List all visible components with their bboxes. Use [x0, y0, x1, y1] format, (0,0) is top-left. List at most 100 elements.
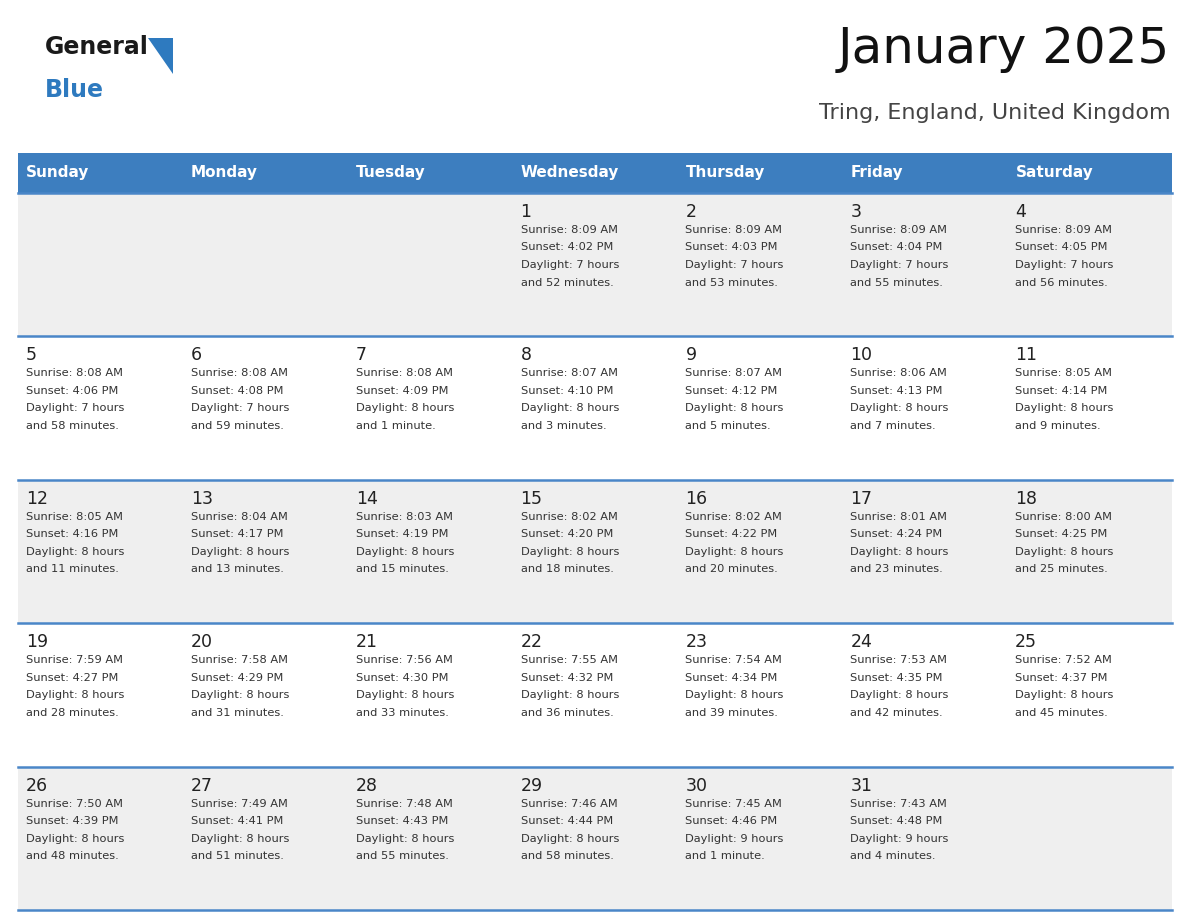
Text: and 20 minutes.: and 20 minutes. — [685, 565, 778, 575]
Text: Sunset: 4:30 PM: Sunset: 4:30 PM — [355, 673, 448, 683]
Text: Sunset: 4:46 PM: Sunset: 4:46 PM — [685, 816, 778, 826]
Text: and 18 minutes.: and 18 minutes. — [520, 565, 613, 575]
Text: 20: 20 — [191, 633, 213, 651]
Text: 18: 18 — [1015, 490, 1037, 508]
Text: Daylight: 8 hours: Daylight: 8 hours — [520, 690, 619, 700]
Text: and 15 minutes.: and 15 minutes. — [355, 565, 449, 575]
Text: and 58 minutes.: and 58 minutes. — [520, 851, 613, 861]
Text: Sunrise: 8:09 AM: Sunrise: 8:09 AM — [520, 225, 618, 235]
Text: Daylight: 7 hours: Daylight: 7 hours — [685, 260, 784, 270]
Text: 12: 12 — [26, 490, 48, 508]
Text: Sunset: 4:13 PM: Sunset: 4:13 PM — [851, 386, 943, 396]
Text: and 59 minutes.: and 59 minutes. — [191, 420, 284, 431]
Text: Daylight: 8 hours: Daylight: 8 hours — [851, 690, 949, 700]
Text: and 52 minutes.: and 52 minutes. — [520, 277, 613, 287]
Text: and 31 minutes.: and 31 minutes. — [191, 708, 284, 718]
Text: Sunset: 4:24 PM: Sunset: 4:24 PM — [851, 530, 942, 539]
Text: Sunset: 4:12 PM: Sunset: 4:12 PM — [685, 386, 778, 396]
Text: Sunrise: 8:05 AM: Sunrise: 8:05 AM — [26, 512, 124, 521]
Text: General: General — [45, 35, 148, 59]
Text: Daylight: 8 hours: Daylight: 8 hours — [191, 834, 289, 844]
Text: 13: 13 — [191, 490, 213, 508]
Text: Daylight: 8 hours: Daylight: 8 hours — [520, 834, 619, 844]
Text: Daylight: 8 hours: Daylight: 8 hours — [355, 403, 454, 413]
Text: Sunrise: 7:53 AM: Sunrise: 7:53 AM — [851, 655, 947, 666]
Text: Sunrise: 7:50 AM: Sunrise: 7:50 AM — [26, 799, 124, 809]
Text: 1: 1 — [520, 203, 531, 221]
Text: Sunrise: 7:49 AM: Sunrise: 7:49 AM — [191, 799, 287, 809]
Text: 15: 15 — [520, 490, 543, 508]
Text: Daylight: 8 hours: Daylight: 8 hours — [520, 547, 619, 557]
Text: Wednesday: Wednesday — [520, 165, 619, 181]
Text: and 11 minutes.: and 11 minutes. — [26, 565, 119, 575]
Text: Saturday: Saturday — [1016, 165, 1093, 181]
Text: Sunset: 4:48 PM: Sunset: 4:48 PM — [851, 816, 942, 826]
Text: Sunrise: 8:00 AM: Sunrise: 8:00 AM — [1015, 512, 1112, 521]
Text: Sunset: 4:08 PM: Sunset: 4:08 PM — [191, 386, 284, 396]
Text: and 1 minute.: and 1 minute. — [355, 420, 436, 431]
Text: Sunrise: 8:08 AM: Sunrise: 8:08 AM — [26, 368, 124, 378]
Text: Sunrise: 7:54 AM: Sunrise: 7:54 AM — [685, 655, 783, 666]
Text: Sunset: 4:10 PM: Sunset: 4:10 PM — [520, 386, 613, 396]
Text: Sunrise: 8:05 AM: Sunrise: 8:05 AM — [1015, 368, 1112, 378]
Text: Sunrise: 8:03 AM: Sunrise: 8:03 AM — [355, 512, 453, 521]
Text: Daylight: 7 hours: Daylight: 7 hours — [191, 403, 289, 413]
Text: Daylight: 8 hours: Daylight: 8 hours — [355, 834, 454, 844]
Text: Sunrise: 8:09 AM: Sunrise: 8:09 AM — [851, 225, 947, 235]
Text: and 48 minutes.: and 48 minutes. — [26, 851, 119, 861]
Text: 25: 25 — [1015, 633, 1037, 651]
Text: and 36 minutes.: and 36 minutes. — [520, 708, 613, 718]
Text: Sunset: 4:25 PM: Sunset: 4:25 PM — [1015, 530, 1107, 539]
Text: Daylight: 7 hours: Daylight: 7 hours — [26, 403, 125, 413]
Text: Sunset: 4:17 PM: Sunset: 4:17 PM — [191, 530, 284, 539]
Text: Sunrise: 7:58 AM: Sunrise: 7:58 AM — [191, 655, 287, 666]
Text: Sunrise: 8:02 AM: Sunrise: 8:02 AM — [685, 512, 783, 521]
Text: Sunrise: 8:08 AM: Sunrise: 8:08 AM — [355, 368, 453, 378]
Text: Daylight: 8 hours: Daylight: 8 hours — [685, 690, 784, 700]
Text: Daylight: 8 hours: Daylight: 8 hours — [685, 547, 784, 557]
Text: 27: 27 — [191, 777, 213, 795]
Text: 31: 31 — [851, 777, 872, 795]
Text: Daylight: 7 hours: Daylight: 7 hours — [1015, 260, 1113, 270]
Text: Sunset: 4:32 PM: Sunset: 4:32 PM — [520, 673, 613, 683]
Text: Sunset: 4:37 PM: Sunset: 4:37 PM — [1015, 673, 1107, 683]
Text: Sunrise: 8:09 AM: Sunrise: 8:09 AM — [685, 225, 783, 235]
Text: 17: 17 — [851, 490, 872, 508]
Text: Sunrise: 7:52 AM: Sunrise: 7:52 AM — [1015, 655, 1112, 666]
Text: Sunset: 4:03 PM: Sunset: 4:03 PM — [685, 242, 778, 252]
Text: Sunset: 4:02 PM: Sunset: 4:02 PM — [520, 242, 613, 252]
Text: Sunset: 4:34 PM: Sunset: 4:34 PM — [685, 673, 778, 683]
Text: Thursday: Thursday — [685, 165, 765, 181]
Text: Daylight: 7 hours: Daylight: 7 hours — [520, 260, 619, 270]
Text: 7: 7 — [355, 346, 367, 364]
Text: Tring, England, United Kingdom: Tring, England, United Kingdom — [819, 103, 1170, 123]
Text: 23: 23 — [685, 633, 707, 651]
Text: Sunrise: 7:45 AM: Sunrise: 7:45 AM — [685, 799, 783, 809]
Text: 4: 4 — [1015, 203, 1026, 221]
Text: Daylight: 8 hours: Daylight: 8 hours — [355, 690, 454, 700]
Text: and 7 minutes.: and 7 minutes. — [851, 420, 936, 431]
Text: Daylight: 8 hours: Daylight: 8 hours — [191, 690, 289, 700]
Text: and 25 minutes.: and 25 minutes. — [1015, 565, 1108, 575]
Text: Sunset: 4:27 PM: Sunset: 4:27 PM — [26, 673, 119, 683]
Text: and 33 minutes.: and 33 minutes. — [355, 708, 449, 718]
Text: and 28 minutes.: and 28 minutes. — [26, 708, 119, 718]
Text: Sunrise: 7:55 AM: Sunrise: 7:55 AM — [520, 655, 618, 666]
Text: 8: 8 — [520, 346, 531, 364]
Text: and 45 minutes.: and 45 minutes. — [1015, 708, 1108, 718]
Text: 28: 28 — [355, 777, 378, 795]
Text: Daylight: 8 hours: Daylight: 8 hours — [851, 403, 949, 413]
Text: and 53 minutes.: and 53 minutes. — [685, 277, 778, 287]
Text: Sunset: 4:14 PM: Sunset: 4:14 PM — [1015, 386, 1107, 396]
Text: 29: 29 — [520, 777, 543, 795]
Text: Sunrise: 8:07 AM: Sunrise: 8:07 AM — [685, 368, 783, 378]
Text: Daylight: 9 hours: Daylight: 9 hours — [685, 834, 784, 844]
Text: and 42 minutes.: and 42 minutes. — [851, 708, 943, 718]
Text: 22: 22 — [520, 633, 543, 651]
Text: Sunset: 4:09 PM: Sunset: 4:09 PM — [355, 386, 448, 396]
Text: Daylight: 8 hours: Daylight: 8 hours — [26, 690, 125, 700]
Text: 9: 9 — [685, 346, 696, 364]
Text: 5: 5 — [26, 346, 37, 364]
Text: and 3 minutes.: and 3 minutes. — [520, 420, 606, 431]
Text: Tuesday: Tuesday — [356, 165, 425, 181]
